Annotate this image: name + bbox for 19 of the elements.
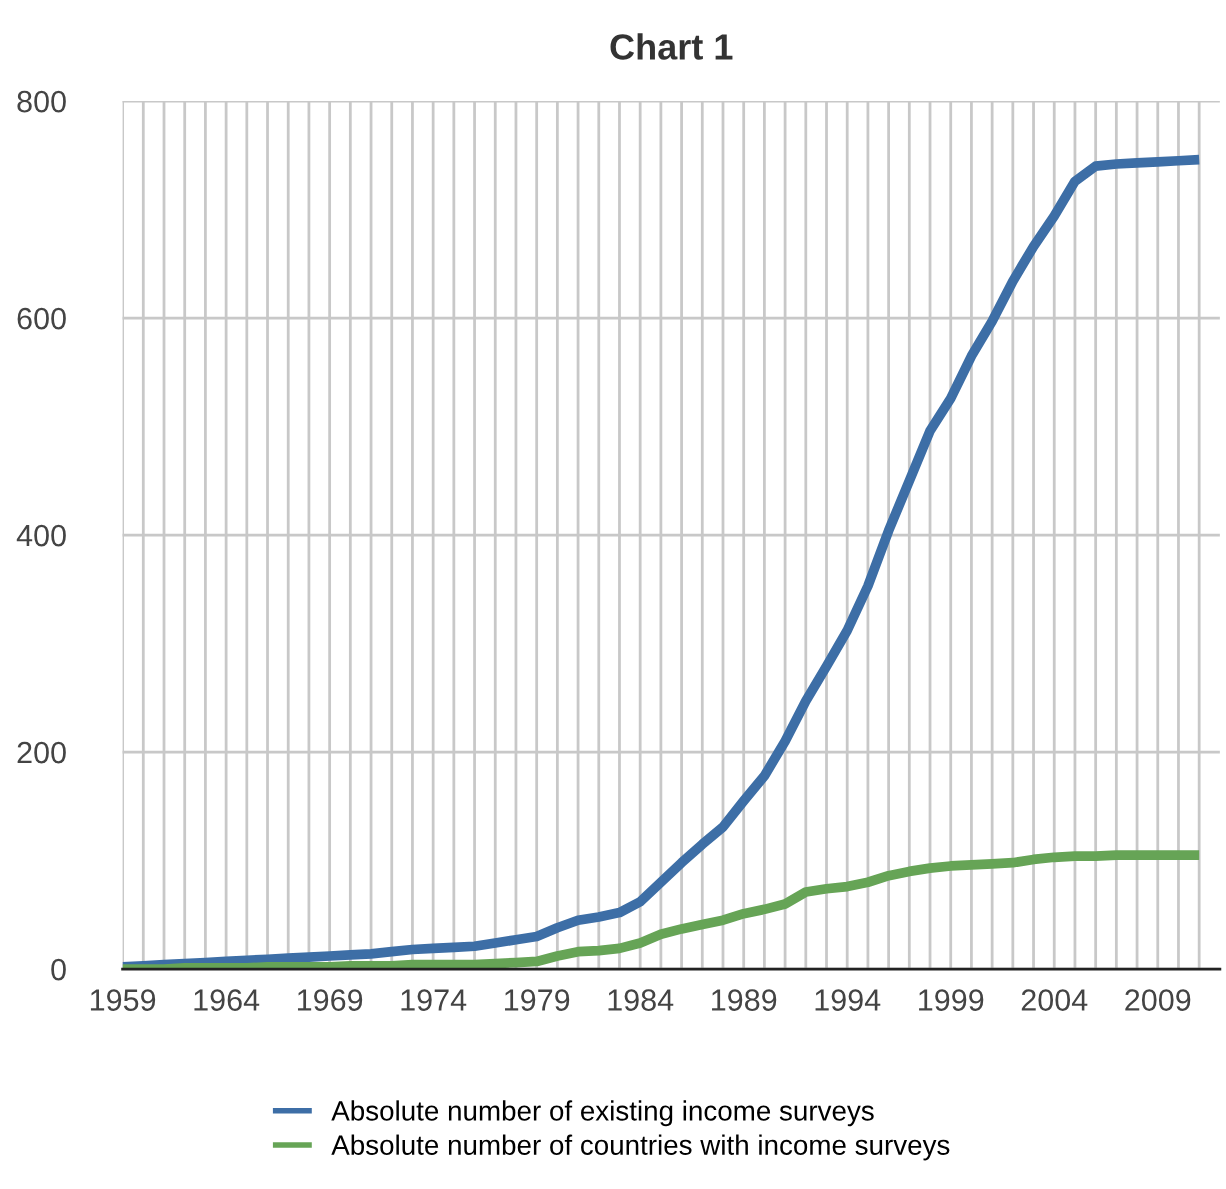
x-tick-label: 1999 bbox=[919, 989, 984, 1011]
y-tick-label: 800 bbox=[17, 90, 66, 113]
y-tick-label: 200 bbox=[17, 741, 66, 764]
y-tick-label: 600 bbox=[17, 307, 66, 330]
x-tick-label: 1994 bbox=[815, 989, 881, 1011]
x-tick-label: 1969 bbox=[297, 989, 363, 1011]
x-tick-label: 1984 bbox=[608, 989, 674, 1011]
chart-title: Chart 1 bbox=[610, 33, 733, 60]
legend-label: Absolute number of existing income surveys bbox=[331, 1100, 874, 1127]
legend-label: Absolute number of countries with income surveys bbox=[331, 1134, 950, 1161]
x-tick-label: 1959 bbox=[90, 989, 156, 1011]
y-tick-label: 400 bbox=[16, 524, 66, 547]
x-tick-label: 1979 bbox=[505, 989, 570, 1011]
x-tick-label: 1964 bbox=[194, 989, 260, 1011]
x-tick-label: 1989 bbox=[712, 989, 777, 1011]
x-tick-label: 2009 bbox=[1125, 989, 1191, 1011]
x-tick-label: 2004 bbox=[1021, 989, 1088, 1011]
y-tick-label: 0 bbox=[51, 958, 66, 981]
x-tick-label: 1974 bbox=[401, 989, 467, 1011]
